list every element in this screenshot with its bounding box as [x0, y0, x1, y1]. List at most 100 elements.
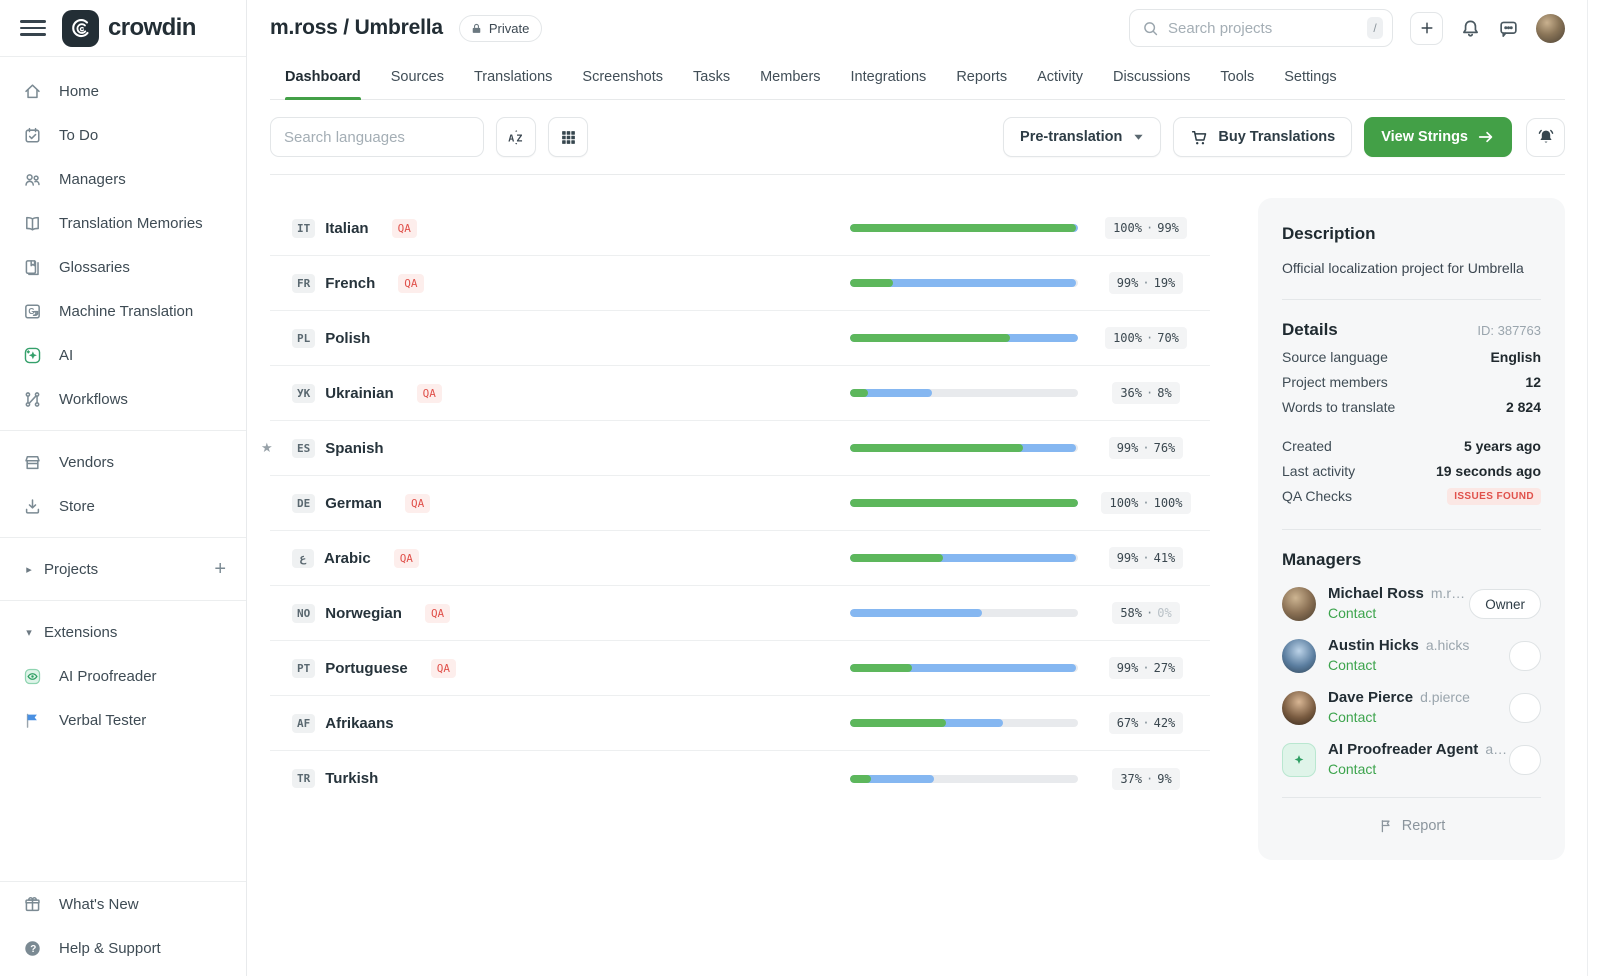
language-name[interactable]: Arabic	[324, 550, 371, 567]
grid-view-button[interactable]	[548, 117, 588, 157]
add-project-icon[interactable]: +	[214, 559, 226, 579]
translated-percent: 99%	[1117, 276, 1139, 290]
language-row[interactable]: ★ NO Norwegian QA 58%·0%	[270, 586, 1210, 641]
subscribe-bell-button[interactable]	[1526, 118, 1565, 157]
language-search-input[interactable]	[284, 129, 470, 146]
manager-avatar[interactable]	[1282, 639, 1316, 673]
language-row[interactable]: ★ ES Spanish 99%·76%	[270, 421, 1210, 476]
tab-settings[interactable]: Settings	[1284, 56, 1336, 99]
language-name[interactable]: Polish	[325, 330, 370, 347]
create-project-button[interactable]	[1410, 12, 1443, 45]
language-name[interactable]: Ukrainian	[325, 385, 393, 402]
language-row[interactable]: ★ УК Ukrainian QA 36%·8%	[270, 366, 1210, 421]
tab-screenshots[interactable]: Screenshots	[582, 56, 663, 99]
sidebar-item-projects[interactable]: ▸ Projects +	[0, 547, 246, 591]
sidebar-item-what-s-new[interactable]: What's New	[0, 882, 246, 926]
manager-name[interactable]: Dave Pierce	[1328, 689, 1413, 706]
qa-badge[interactable]: QA	[394, 549, 419, 568]
manager-avatar[interactable]	[1282, 587, 1316, 621]
tab-tools[interactable]: Tools	[1220, 56, 1254, 99]
language-row[interactable]: ★ PT Portuguese QA 99%·27%	[270, 641, 1210, 696]
language-row[interactable]: ★ DE German QA 100%·100%	[270, 476, 1210, 531]
language-row[interactable]: ★ ع Arabic QA 99%·41%	[270, 531, 1210, 586]
issues-found-badge[interactable]: ISSUES FOUND	[1447, 488, 1541, 505]
qa-badge[interactable]: QA	[405, 494, 430, 513]
translated-percent: 36%	[1120, 386, 1142, 400]
language-row[interactable]: ★ PL Polish 100%·70%	[270, 311, 1210, 366]
language-row[interactable]: ★ TR Turkish 37%·9%	[270, 751, 1210, 806]
progress-bar	[850, 609, 1078, 617]
manager-name[interactable]: Austin Hicks	[1328, 637, 1419, 654]
language-name[interactable]: Italian	[325, 220, 368, 237]
view-strings-button[interactable]: View Strings	[1364, 117, 1512, 157]
notifications-bell-icon[interactable]	[1460, 18, 1481, 39]
tab-members[interactable]: Members	[760, 56, 820, 99]
language-row[interactable]: ★ IT Italian QA 100%·99%	[270, 201, 1210, 256]
language-name[interactable]: Turkish	[325, 770, 378, 787]
contact-link[interactable]: Contact	[1328, 761, 1376, 777]
sidebar-extension-ai-proofreader[interactable]: AI Proofreader	[0, 654, 246, 698]
tab-activity[interactable]: Activity	[1037, 56, 1083, 99]
language-name[interactable]: Afrikaans	[325, 715, 393, 732]
qa-badge[interactable]: QA	[431, 659, 456, 678]
workflows-icon	[22, 389, 42, 409]
buy-translations-button[interactable]: Buy Translations	[1173, 117, 1352, 157]
sidebar-item-vendors[interactable]: Vendors	[0, 440, 246, 484]
qa-badge[interactable]: QA	[392, 219, 417, 238]
chevron-right-icon[interactable]: ▸	[22, 563, 36, 576]
tab-sources[interactable]: Sources	[391, 56, 444, 99]
contact-link[interactable]: Contact	[1328, 709, 1376, 725]
report-button[interactable]: Report	[1282, 818, 1541, 834]
language-name[interactable]: Norwegian	[325, 605, 402, 622]
sidebar-item-managers[interactable]: Managers	[0, 157, 246, 201]
manager-name[interactable]: Michael Ross	[1328, 585, 1424, 602]
sidebar-item-help-support[interactable]: ?Help & Support	[0, 926, 246, 970]
qa-badge[interactable]: QA	[425, 604, 450, 623]
tab-dashboard[interactable]: Dashboard	[285, 56, 361, 99]
details-row: Words to translate2 824	[1282, 399, 1541, 415]
contact-link[interactable]: Contact	[1328, 605, 1376, 621]
sort-az-button[interactable]: A Z	[496, 117, 536, 157]
sidebar-item-to-do[interactable]: To Do	[0, 113, 246, 157]
messages-icon[interactable]	[1498, 18, 1519, 39]
language-name[interactable]: Spanish	[325, 440, 383, 457]
tab-translations[interactable]: Translations	[474, 56, 552, 99]
favorite-star-icon[interactable]: ★	[261, 440, 273, 456]
tab-discussions[interactable]: Discussions	[1113, 56, 1190, 99]
sidebar-extension-verbal-tester[interactable]: Verbal Tester	[0, 698, 246, 742]
pretranslation-button[interactable]: Pre-translation	[1003, 117, 1161, 157]
manager-avatar[interactable]	[1282, 691, 1316, 725]
language-name[interactable]: French	[325, 275, 375, 292]
menu-toggle-icon[interactable]	[20, 15, 46, 41]
language-row[interactable]: ★ FR French QA 99%·19%	[270, 256, 1210, 311]
user-avatar[interactable]	[1536, 14, 1565, 43]
tab-tasks[interactable]: Tasks	[693, 56, 730, 99]
manager-username: a.hicks	[1426, 637, 1470, 653]
language-name[interactable]: Portuguese	[325, 660, 408, 677]
qa-badge[interactable]: QA	[417, 384, 442, 403]
sidebar-item-extensions[interactable]: ▾ Extensions	[0, 610, 246, 654]
translated-percent: 37%	[1120, 772, 1142, 786]
sidebar-item-store[interactable]: Store	[0, 484, 246, 528]
sidebar-item-machine-translation[interactable]: GMachine Translation	[0, 289, 246, 333]
language-search[interactable]	[270, 117, 484, 157]
sidebar-item-translation-memories[interactable]: Translation Memories	[0, 201, 246, 245]
tab-reports[interactable]: Reports	[956, 56, 1007, 99]
project-search-input[interactable]	[1168, 20, 1367, 37]
verbal-icon	[22, 710, 42, 730]
qa-badge[interactable]: QA	[398, 274, 423, 293]
crowdin-logo[interactable]: crowdin	[62, 10, 196, 47]
sidebar-item-glossaries[interactable]: Glossaries	[0, 245, 246, 289]
manager-name[interactable]: AI Proofreader Agent	[1328, 741, 1478, 758]
progress-bar	[850, 775, 1078, 783]
language-name[interactable]: German	[325, 495, 382, 512]
manager-avatar[interactable]	[1282, 743, 1316, 777]
sidebar-item-home[interactable]: Home	[0, 69, 246, 113]
contact-link[interactable]: Contact	[1328, 657, 1376, 673]
sidebar-item-workflows[interactable]: Workflows	[0, 377, 246, 421]
language-row[interactable]: ★ AF Afrikaans 67%·42%	[270, 696, 1210, 751]
project-search[interactable]: /	[1129, 9, 1393, 47]
chevron-down-icon[interactable]: ▾	[22, 626, 36, 639]
sidebar-item-ai[interactable]: AI	[0, 333, 246, 377]
tab-integrations[interactable]: Integrations	[851, 56, 927, 99]
